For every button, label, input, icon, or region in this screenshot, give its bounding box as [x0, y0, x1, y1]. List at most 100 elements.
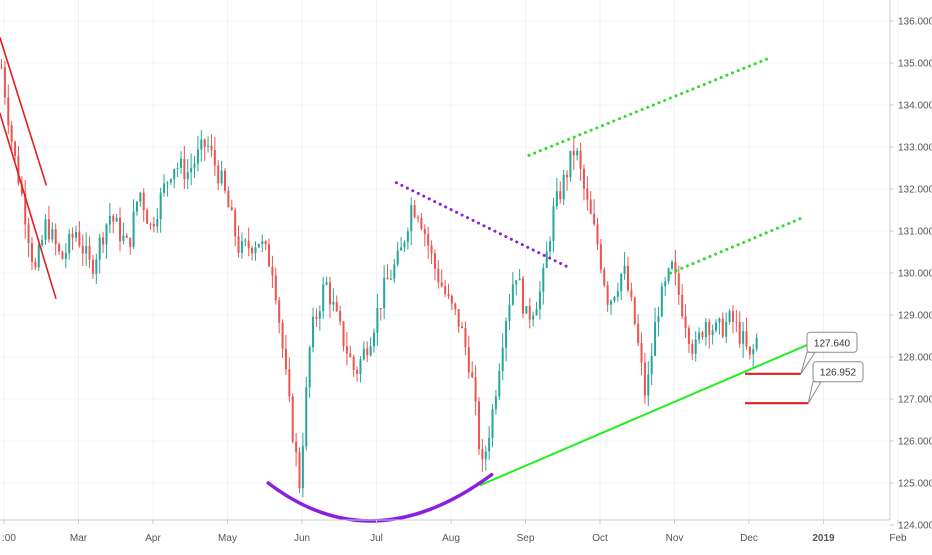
candle-body: [508, 304, 511, 321]
candle-body: [488, 437, 491, 452]
candle-body: [559, 191, 562, 200]
candle-body: [81, 245, 84, 254]
candle-body: [54, 229, 57, 245]
grid-layer: [0, 0, 899, 526]
y-tick-label: 136.000: [898, 17, 932, 28]
y-tick-label: 134.000: [898, 101, 932, 112]
candle-body: [522, 278, 524, 314]
candle-body: [27, 224, 30, 244]
candle-body: [356, 369, 359, 374]
candle-body: [261, 241, 264, 244]
candle-body: [542, 267, 545, 292]
y-tick-label: 127.000: [898, 395, 932, 406]
candle-body: [491, 409, 494, 438]
x-tick-label: :00: [2, 533, 16, 544]
candle-body: [20, 183, 23, 194]
candle-body: [525, 306, 528, 314]
candle-body: [47, 219, 50, 240]
candle-body: [721, 318, 724, 337]
candle-body: [159, 192, 162, 220]
candle-body: [142, 192, 145, 211]
y-tick-label: 129.000: [898, 311, 932, 322]
candle-body: [108, 215, 111, 225]
candle-body: [312, 316, 315, 348]
candle-body: [633, 297, 636, 324]
x-tick-label: Feb: [889, 533, 907, 544]
candle-body: [667, 268, 670, 282]
callout-box: [806, 331, 858, 353]
candle-body: [251, 247, 254, 254]
x-tick-label: Aug: [442, 533, 460, 544]
x-tick-labels: :00 Mar Apr May Jun Jul Aug Sep Oct Nov Dec 2019 Feb: [2, 520, 907, 544]
candle-body: [288, 369, 291, 397]
candle-body: [461, 326, 464, 329]
x-tick-label: Jul: [370, 533, 383, 544]
candle-body: [240, 241, 243, 253]
candle-body: [291, 396, 294, 442]
candle-body: [623, 265, 626, 274]
candle-body: [227, 190, 230, 208]
candle-body: [91, 259, 94, 274]
candle-body: [630, 290, 633, 298]
candle-body: [14, 141, 17, 156]
candle-body: [389, 278, 392, 280]
callout-label: 127.640: [814, 338, 851, 349]
candle-body: [417, 217, 420, 219]
candle-body: [538, 291, 541, 310]
candle-body: [393, 264, 396, 279]
candle-body: [281, 322, 284, 349]
candle-body: [244, 240, 247, 242]
callout-label: 126.952: [820, 368, 857, 379]
candle-body: [37, 244, 40, 268]
callout-box: [812, 361, 864, 383]
green-support-trendline: [479, 343, 810, 487]
candle-body: [511, 284, 514, 305]
candle-body: [64, 253, 67, 259]
y-tick-label: 130.000: [898, 269, 932, 280]
candle-body: [576, 150, 579, 156]
candle-body: [687, 328, 690, 344]
candle-body: [708, 321, 711, 335]
candle-body: [650, 355, 653, 375]
candle-body: [342, 321, 345, 347]
candle-body: [752, 349, 755, 355]
candle-body: [603, 269, 606, 286]
candle-body: [44, 219, 47, 240]
candle-body: [41, 239, 44, 245]
candle-body: [362, 348, 365, 360]
y-tick-label: 135.000: [898, 59, 932, 70]
candle-body: [715, 322, 718, 331]
candle-body: [454, 303, 457, 310]
candle-body: [98, 237, 101, 260]
candle-body: [647, 374, 650, 396]
candle-body: [203, 139, 206, 147]
candle-body: [433, 253, 436, 269]
candle-body: [379, 308, 382, 310]
x-tick-label: Oct: [592, 533, 608, 544]
candle-body: [85, 245, 88, 254]
candle-body: [572, 150, 575, 156]
candle-body: [694, 339, 697, 354]
candle-body: [674, 261, 677, 274]
candle-body: [75, 232, 77, 238]
candle-body: [183, 159, 186, 180]
candle-body: [217, 165, 220, 184]
candle-body: [301, 446, 304, 489]
price-callouts: 127.640 126.952: [800, 331, 864, 404]
candle-body: [515, 280, 518, 285]
candle-body: [383, 277, 386, 309]
candle-body: [278, 300, 281, 323]
candle-body: [477, 401, 480, 450]
candle-body: [125, 235, 128, 238]
candle-body: [169, 179, 172, 183]
candle-body: [34, 261, 37, 268]
candle-body: [152, 223, 155, 227]
x-tick-label: Mar: [70, 533, 88, 544]
candles-layer: [0, 58, 758, 498]
candle-body: [731, 311, 734, 322]
candle-body: [115, 217, 118, 222]
candle-body: [339, 310, 342, 322]
candle-body: [566, 174, 569, 178]
